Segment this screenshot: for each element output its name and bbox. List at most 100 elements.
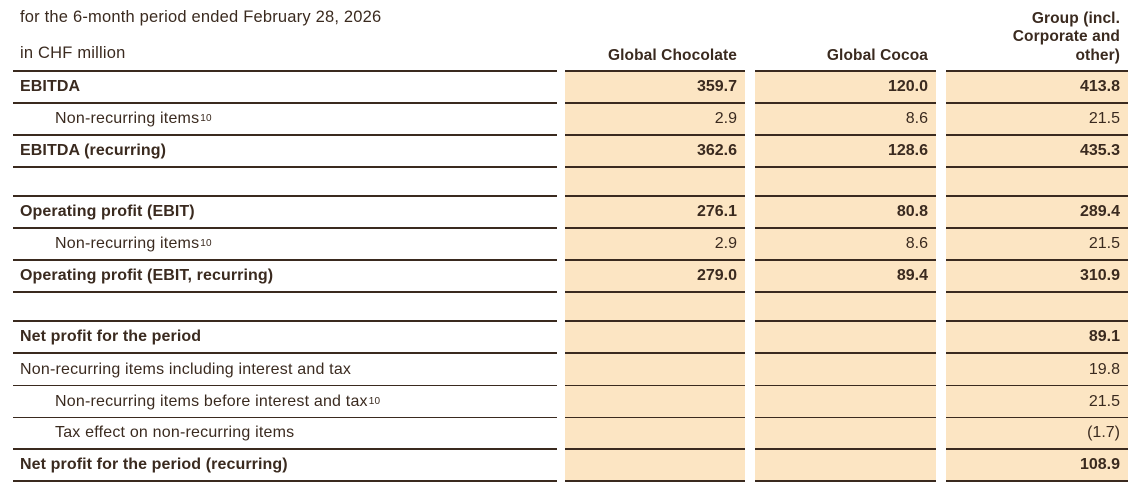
- cell-global-chocolate: 362.6: [565, 136, 745, 168]
- column-gap: [557, 418, 565, 450]
- table-row: Operating profit (EBIT, recurring) 279.0 8…: [0, 261, 1140, 293]
- column-gap: [936, 418, 946, 450]
- cell-group: 413.8: [946, 72, 1128, 104]
- spacer-row: [0, 168, 1140, 197]
- left-margin: [0, 418, 13, 450]
- column-gap: [936, 261, 946, 293]
- table-row: Non-recurring items 10 2.9 8.6 21.5: [0, 104, 1140, 136]
- cell-global-cocoa: 128.6: [755, 136, 936, 168]
- row-label: Operating profit (EBIT): [13, 197, 557, 229]
- column-gap: [936, 293, 946, 322]
- table-row: Net profit for the period (recurring) 108…: [0, 450, 1140, 482]
- left-margin: [0, 104, 13, 136]
- column-header-group-label: Group (incl. Corporate and other): [1012, 10, 1120, 64]
- table-row: Net profit for the period 89.1: [0, 322, 1140, 354]
- cell-group: 310.9: [946, 261, 1128, 293]
- cell-group: 19.8: [946, 354, 1128, 386]
- column-gap: [745, 0, 755, 72]
- column-gap: [936, 0, 946, 72]
- cell-global-cocoa: [755, 354, 936, 386]
- cell-group: 21.5: [946, 229, 1128, 261]
- row-label: Non-recurring items including interest a…: [13, 354, 557, 386]
- left-margin: [0, 72, 13, 104]
- column-gap: [557, 229, 565, 261]
- cell-global-cocoa: [755, 168, 936, 197]
- column-gap: [745, 418, 755, 450]
- cell-global-cocoa: 8.6: [755, 229, 936, 261]
- column-gap: [557, 197, 565, 229]
- column-gap: [745, 168, 755, 197]
- left-margin: [0, 0, 13, 72]
- cell-global-cocoa: [755, 322, 936, 354]
- table-row: EBITDA 359.7 120.0 413.8: [0, 72, 1140, 104]
- cell-global-chocolate: 359.7: [565, 72, 745, 104]
- column-gap: [745, 261, 755, 293]
- column-gap: [557, 322, 565, 354]
- cell-group: [946, 168, 1128, 197]
- row-label: [13, 293, 557, 322]
- left-margin: [0, 229, 13, 261]
- cell-global-chocolate: [565, 386, 745, 418]
- cell-global-cocoa: [755, 386, 936, 418]
- row-label: [13, 168, 557, 197]
- cell-global-cocoa: 80.8: [755, 197, 936, 229]
- cell-group: 435.3: [946, 136, 1128, 168]
- row-label: Non-recurring items 10: [13, 229, 557, 261]
- cell-global-chocolate: 2.9: [565, 229, 745, 261]
- column-gap: [557, 293, 565, 322]
- column-gap: [745, 450, 755, 482]
- table-row: EBITDA (recurring) 362.6 128.6 435.3: [0, 136, 1140, 168]
- cell-group: 108.9: [946, 450, 1128, 482]
- column-gap: [745, 72, 755, 104]
- left-margin: [0, 197, 13, 229]
- column-gap: [936, 197, 946, 229]
- cell-global-chocolate: 2.9: [565, 104, 745, 136]
- unit-label: in CHF million: [20, 44, 126, 62]
- column-gap: [557, 261, 565, 293]
- cell-global-cocoa: [755, 418, 936, 450]
- column-gap: [557, 72, 565, 104]
- column-header-global-chocolate: Global Chocolate: [565, 0, 745, 72]
- column-gap: [557, 104, 565, 136]
- period-title: for the 6-month period ended February 28…: [20, 8, 382, 26]
- column-gap: [745, 354, 755, 386]
- cell-group: [946, 293, 1128, 322]
- column-gap: [936, 168, 946, 197]
- row-label: Net profit for the period (recurring): [13, 450, 557, 482]
- table-title-block: for the 6-month period ended February 28…: [13, 0, 557, 72]
- cell-global-chocolate: [565, 168, 745, 197]
- row-label: EBITDA: [13, 72, 557, 104]
- left-margin: [0, 322, 13, 354]
- column-gap: [745, 322, 755, 354]
- column-gap: [745, 197, 755, 229]
- cell-global-chocolate: 276.1: [565, 197, 745, 229]
- column-gap: [936, 450, 946, 482]
- table-header-row: for the 6-month period ended February 28…: [0, 0, 1140, 72]
- row-label: EBITDA (recurring): [13, 136, 557, 168]
- column-gap: [745, 229, 755, 261]
- column-gap: [936, 72, 946, 104]
- cell-global-chocolate: [565, 450, 745, 482]
- cell-global-chocolate: 279.0: [565, 261, 745, 293]
- cell-global-cocoa: 120.0: [755, 72, 936, 104]
- column-gap: [936, 136, 946, 168]
- cell-global-cocoa: 8.6: [755, 104, 936, 136]
- table-row: Operating profit (EBIT) 276.1 80.8 289.4: [0, 197, 1140, 229]
- column-gap: [745, 293, 755, 322]
- column-gap: [557, 0, 565, 72]
- column-gap: [936, 354, 946, 386]
- row-label: Operating profit (EBIT, recurring): [13, 261, 557, 293]
- left-margin: [0, 450, 13, 482]
- table-row: Tax effect on non-recurring items (1.7): [0, 418, 1140, 450]
- column-header-global-cocoa: Global Cocoa: [755, 0, 936, 72]
- column-gap: [557, 136, 565, 168]
- column-gap: [745, 104, 755, 136]
- left-margin: [0, 261, 13, 293]
- column-gap: [936, 386, 946, 418]
- left-margin: [0, 168, 13, 197]
- column-gap: [936, 322, 946, 354]
- column-header-group: Group (incl. Corporate and other): [946, 0, 1128, 72]
- row-label: Non-recurring items before interest and …: [13, 386, 557, 418]
- left-margin: [0, 136, 13, 168]
- column-gap: [557, 450, 565, 482]
